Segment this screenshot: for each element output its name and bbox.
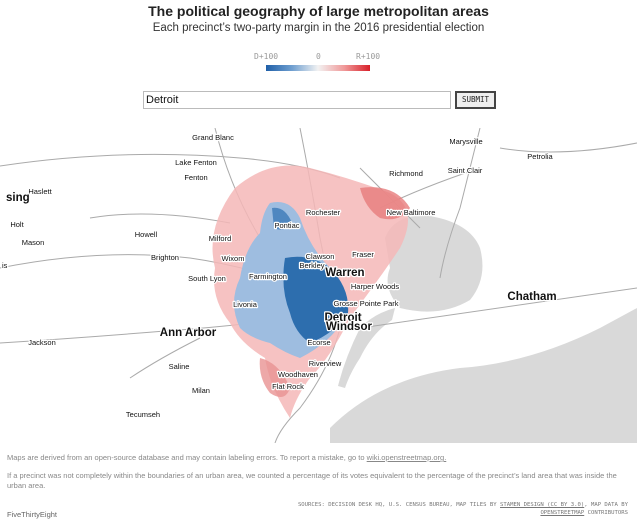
place-label: Pontiac xyxy=(274,221,299,230)
place-label: Petrolia xyxy=(527,152,553,161)
place-label: Farmington xyxy=(249,272,287,281)
place-label: South Lyon xyxy=(188,274,226,283)
sources: SOURCES: DECISION DESK HQ, U.S. CENSUS B… xyxy=(268,501,628,517)
place-label: Fraser xyxy=(352,250,374,259)
place-label: Saint Clair xyxy=(448,166,483,175)
subtitle: Each precinct’s two-party margin in the … xyxy=(152,22,485,34)
method-note: If a precinct was not completely within … xyxy=(7,471,617,490)
place-label: Chatham xyxy=(507,291,556,303)
place-label: Brighton xyxy=(151,253,179,262)
place-label: Grand Blanc xyxy=(192,133,234,142)
place-label: Holt xyxy=(10,220,24,229)
disclaimer-text: Maps are derived from an open-source dat… xyxy=(7,453,367,462)
place-label: Milan xyxy=(192,386,210,395)
place-label: Saline xyxy=(169,362,190,371)
place-label: Flat Rock xyxy=(272,382,304,391)
place-label: Tecumseh xyxy=(126,410,160,419)
place-label: Clawson xyxy=(306,252,335,261)
water xyxy=(330,215,637,443)
legend-left: D+100 xyxy=(254,52,279,61)
place-label: Harper Woods xyxy=(351,282,399,291)
place-label: Windsor xyxy=(326,321,372,333)
title: The political geography of large metropo… xyxy=(148,3,489,19)
sources-text: SOURCES: DECISION DESK HQ, U.S. CENSUS B… xyxy=(297,502,501,508)
stamen-link[interactable]: STAMEN DESIGN (CC BY 3.0) xyxy=(500,502,585,508)
legend-gradient xyxy=(266,65,370,71)
place-label: is xyxy=(2,261,8,270)
place-label: New Baltimore xyxy=(387,208,436,217)
place-label: sing xyxy=(6,192,30,204)
place-label: Wixom xyxy=(222,254,245,263)
place-label: Rochester xyxy=(306,208,341,217)
place-label: Howell xyxy=(135,230,158,239)
place-label: Jackson xyxy=(28,338,56,347)
place-label: Detroit xyxy=(324,312,361,324)
place-label: Ecorse xyxy=(307,338,330,347)
place-label: Marysville xyxy=(449,137,482,146)
place-label: Warren xyxy=(325,267,364,279)
legend-right: R+100 xyxy=(356,52,381,61)
place-label: Grosse Pointe Park xyxy=(333,299,398,308)
disclaimer: Maps are derived from an open-source dat… xyxy=(7,453,627,463)
place-label: Woodhaven xyxy=(278,370,318,379)
map: Grand Blanc Marysville Petrolia Lake Fenton… xyxy=(0,128,637,443)
place-label: Ann Arbor xyxy=(160,327,217,339)
place-label: Berkley xyxy=(299,261,324,270)
place-label: Milford xyxy=(209,234,232,243)
sources-text: , MAP DATA BY xyxy=(584,502,628,508)
place-label: Mason xyxy=(22,238,45,247)
place-label: Fenton xyxy=(184,173,207,182)
place-label: Lake Fenton xyxy=(175,158,217,167)
legend-middle: 0 xyxy=(316,52,321,61)
search-input[interactable]: Detroit xyxy=(143,91,451,109)
precinct-margins xyxy=(212,165,410,418)
brand: FiveThirtyEight xyxy=(7,510,58,519)
place-label: Haslett xyxy=(28,187,52,196)
osm-link[interactable]: OPENSTREETMAP xyxy=(540,510,585,516)
sources-text: CONTRIBUTORS xyxy=(584,510,628,516)
osm-link[interactable]: wiki.openstreetmap.org. xyxy=(366,453,447,462)
submit-button[interactable]: SUBMIT xyxy=(455,91,496,109)
place-label: Richmond xyxy=(389,169,423,178)
place-label: Riverview xyxy=(309,359,342,368)
place-label: Livonia xyxy=(233,300,258,309)
